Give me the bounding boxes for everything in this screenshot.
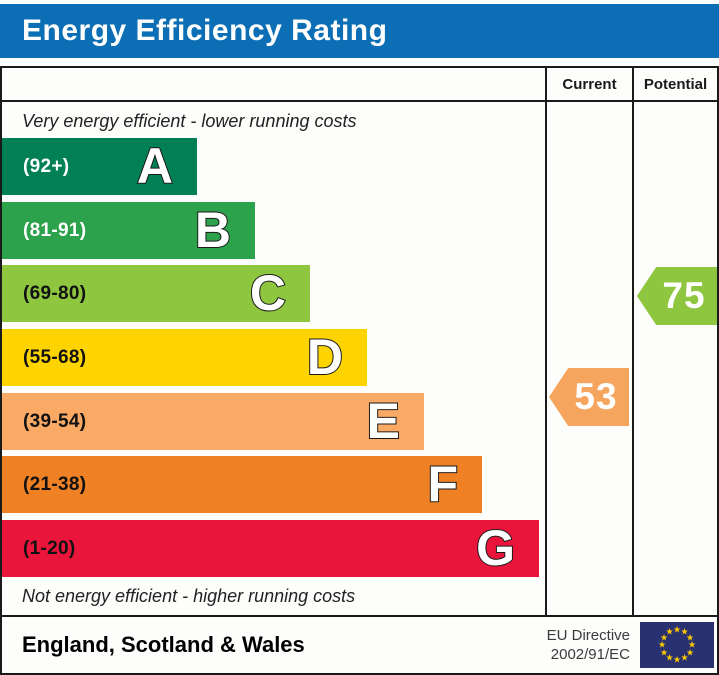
top-note: Very energy efficient - lower running co… [22, 111, 357, 131]
table-footer-row: England, Scotland & Wales EU Directive 2… [2, 617, 717, 673]
band-row-g: (1-20) G [2, 519, 539, 577]
eu-flag-star: ★ [685, 632, 695, 642]
eu-flag-star: ★ [687, 639, 697, 650]
title-bar: Energy Efficiency Rating [0, 4, 719, 58]
band-range-label: (1-20) [23, 537, 76, 559]
band-row-e: (39-54) E [2, 392, 424, 450]
band-range-label: (55-68) [23, 346, 87, 368]
eu-flag-icon: ★ ★ ★ ★ ★ ★ ★ ★ ★ ★ ★ ★ [640, 622, 714, 668]
page-title: Energy Efficiency Rating [22, 14, 388, 47]
band-range-label: (21-38) [23, 473, 87, 495]
band-row-f: (21-38) F [2, 455, 482, 513]
eu-flag-star: ★ [659, 632, 669, 642]
eu-directive-label: EU Directive 2002/91/EC [547, 626, 630, 665]
current-rating-value: 53 [574, 376, 618, 417]
eu-flag-star: ★ [685, 647, 695, 657]
bands-column: Very energy efficient - lower running co… [2, 102, 545, 615]
band-letter: G [475, 519, 516, 577]
eu-flag-star: ★ [665, 652, 674, 663]
band-row-a: (92+) A [2, 137, 197, 195]
eu-flag-star: ★ [657, 639, 667, 650]
band-letter: E [366, 392, 401, 450]
epc-table: Current Potential Very energy efficient … [0, 66, 719, 675]
band-range-label: (81-91) [23, 219, 87, 241]
footer-region-label: England, Scotland & Wales [22, 632, 305, 657]
potential-column: 75 [632, 102, 717, 615]
header-cell-current: Current [545, 68, 632, 100]
eu-flag-star: ★ [680, 652, 689, 663]
table-header-row: Current Potential [2, 68, 717, 102]
bottom-note: Not energy efficient - higher running co… [22, 586, 356, 606]
eu-flag-star: ★ [665, 626, 674, 637]
eu-directive-line2: 2002/91/EC [550, 646, 630, 663]
band-letter: C [249, 264, 287, 322]
eu-directive-line1: EU Directive [546, 626, 630, 644]
band-row-b: (81-91) B [2, 201, 255, 259]
eu-flag-star: ★ [672, 624, 682, 635]
band-letter: F [426, 455, 459, 513]
potential-rating-value: 75 [662, 275, 706, 316]
band-row-c: (69-80) C [2, 264, 310, 322]
current-column: 53 [545, 102, 632, 615]
eu-flag-star: ★ [659, 647, 669, 657]
band-range-label: (92+) [23, 155, 70, 177]
eu-flag-star: ★ [680, 626, 689, 637]
band-range-label: (39-54) [23, 410, 87, 432]
potential-rating-arrow: 75 [637, 267, 717, 325]
band-letter: A [136, 137, 174, 195]
band-range-label: (69-80) [23, 282, 87, 304]
chart-row: Very energy efficient - lower running co… [2, 102, 717, 617]
current-rating-arrow: 53 [549, 368, 629, 426]
band-letter: D [306, 328, 344, 386]
band-letter: B [194, 201, 232, 259]
header-cell-bands [2, 68, 545, 100]
band-row-d: (55-68) D [2, 328, 367, 386]
eu-flag-star: ★ [672, 654, 682, 665]
header-cell-potential: Potential [632, 68, 717, 100]
